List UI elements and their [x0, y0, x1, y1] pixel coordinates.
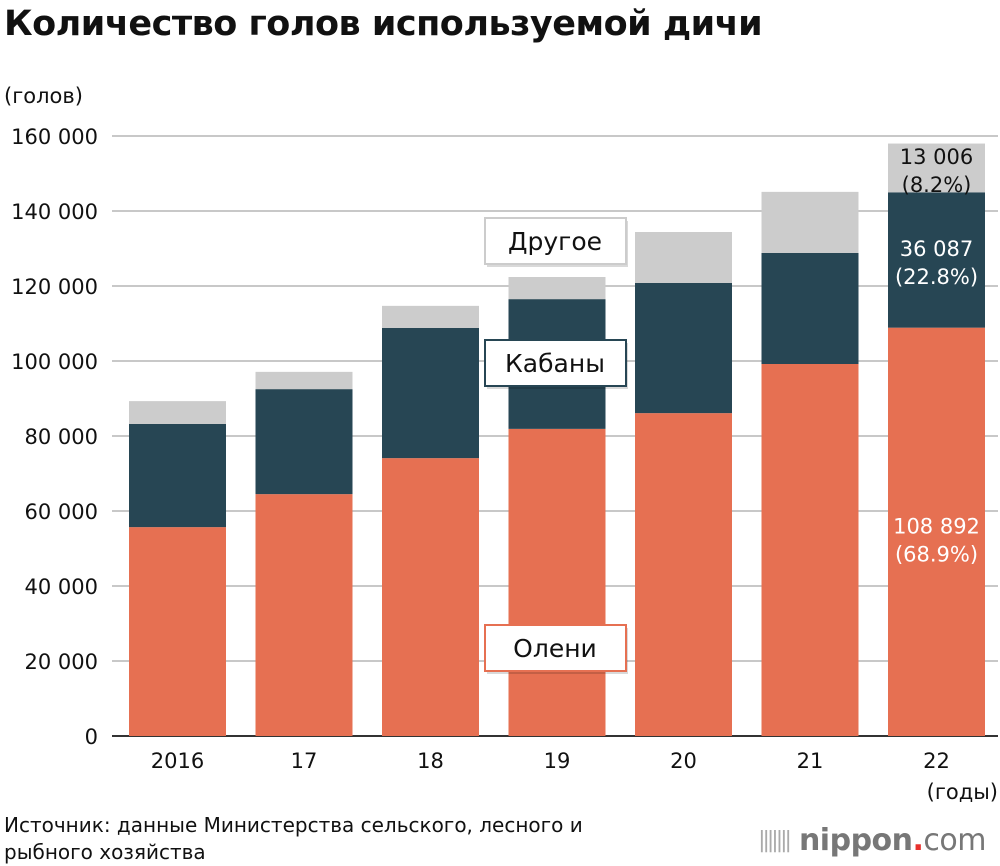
- source-note: Источник: данные Министерства сельского,…: [4, 813, 583, 864]
- bar-Другое: [129, 401, 226, 424]
- bar-Олени: [508, 428, 606, 736]
- data-label-percent: (22.8%): [895, 265, 978, 289]
- bar-Другое: [761, 191, 859, 253]
- y-axis-unit: (голов): [4, 84, 83, 108]
- x-tick-label: 19: [544, 749, 571, 773]
- x-axis-unit: (годы): [926, 780, 998, 804]
- data-label-value: 13 006: [900, 145, 973, 169]
- legend-box: [484, 624, 627, 672]
- chart-title: Количество голов используемой дичи: [4, 4, 763, 44]
- x-tick-label: 21: [797, 749, 824, 773]
- logo-dot: .: [912, 823, 924, 858]
- y-tick-label: 120 000: [11, 275, 98, 299]
- y-tick-label: 20 000: [25, 650, 98, 674]
- logo-name: nippon: [798, 823, 913, 858]
- bar-Кабаны: [255, 389, 353, 495]
- bar-Другое: [888, 143, 985, 193]
- bar-Кабаны: [888, 192, 985, 328]
- bar-Кабаны: [382, 328, 479, 459]
- x-tick-label: 20: [670, 749, 697, 773]
- bar-Кабаны: [761, 253, 859, 364]
- data-label-percent: (68.9%): [895, 543, 978, 567]
- data-label-value: 108 892: [893, 515, 980, 539]
- x-tick-label: 18: [417, 749, 444, 773]
- data-label-value: 36 087: [900, 237, 973, 261]
- bar-Кабаны: [129, 424, 226, 528]
- y-tick-label: 80 000: [25, 425, 98, 449]
- bar-Олени: [255, 494, 353, 736]
- x-tick-label: 2016: [151, 749, 204, 773]
- legend-label: Олени: [513, 634, 597, 663]
- bar-Олени: [888, 327, 985, 736]
- logo-com: com: [923, 823, 986, 858]
- bar-Олени: [635, 413, 732, 736]
- bar-Другое: [255, 371, 353, 390]
- y-tick-label: 160 000: [11, 125, 98, 149]
- x-tick-label: 17: [291, 749, 318, 773]
- legend-box: [484, 339, 627, 387]
- bar-Олени: [382, 458, 479, 736]
- y-tick-label: 0: [85, 725, 98, 749]
- data-label-percent: (8.2%): [902, 173, 972, 197]
- bar-Другое: [635, 232, 732, 283]
- bar-Другое: [382, 305, 479, 328]
- legend-box: [484, 217, 627, 265]
- legend-label: Другое: [508, 227, 602, 256]
- y-tick-label: 100 000: [11, 350, 98, 374]
- x-tick-label: 22: [923, 749, 950, 773]
- y-tick-label: 60 000: [25, 500, 98, 524]
- bar-Другое: [508, 277, 606, 300]
- bar-Кабаны: [635, 283, 732, 414]
- y-tick-label: 40 000: [25, 575, 98, 599]
- nippon-logo: ||||||| nippon.com: [758, 823, 986, 858]
- y-tick-label: 140 000: [11, 200, 98, 224]
- logo-bars-icon: |||||||: [758, 828, 792, 853]
- bar-Олени: [129, 527, 226, 736]
- bar-Олени: [761, 364, 859, 736]
- legend-label: Кабаны: [505, 349, 605, 378]
